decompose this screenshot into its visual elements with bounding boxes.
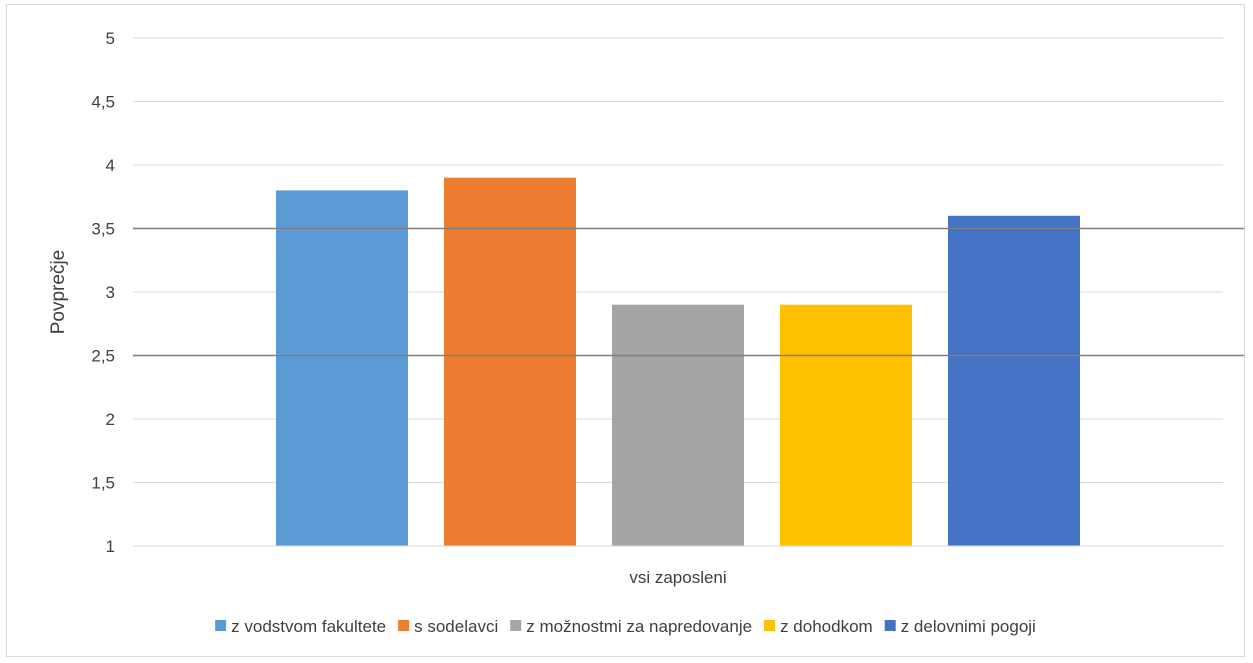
legend-label: z možnostmi za napredovanje: [526, 617, 752, 636]
x-category-label: vsi zaposleni: [629, 568, 726, 587]
y-axis-ticks: 1 1,5 2 2,5 3 3,5 4 4,5 5: [91, 29, 115, 556]
bar-5: [948, 215, 1080, 547]
legend-label: z dohodkom: [780, 617, 873, 636]
y-tick-label: 3: [106, 283, 115, 302]
y-tick-label: 1,5: [91, 474, 115, 493]
legend-swatch: [398, 620, 410, 631]
y-tick-label: 2: [106, 410, 115, 429]
y-tick-label: 4: [106, 156, 115, 175]
legend-item: s sodelavci: [398, 617, 498, 636]
bar-3: [612, 304, 744, 546]
bar-2: [444, 177, 576, 546]
legend-swatch: [764, 620, 776, 631]
y-tick-label: 1: [106, 537, 115, 556]
y-tick-label: 3,5: [91, 220, 115, 239]
y-tick-label: 2,5: [91, 347, 115, 366]
legend-label: z delovnimi pogoji: [901, 617, 1036, 636]
bar-1: [276, 190, 408, 546]
chart-area: 1 1,5 2 2,5 3 3,5 4 4,5 5 vsi zaposleni Povprečj…: [6, 4, 1245, 657]
legend-swatch: [510, 620, 522, 631]
legend-item: z delovnimi pogoji: [884, 617, 1036, 636]
reference-lines: [133, 227, 1244, 357]
legend-item: z možnostmi za napredovanje: [510, 617, 752, 636]
y-tick-label: 5: [106, 29, 115, 48]
bars: [276, 177, 1080, 547]
bar-4: [780, 304, 912, 546]
legend-label: z vodstvom fakultete: [231, 617, 386, 636]
legend-swatch: [884, 620, 896, 631]
legend-item: z vodstvom fakultete: [215, 617, 386, 636]
y-axis-title: Povprečje: [48, 250, 69, 335]
legend-item: z dohodkom: [764, 617, 873, 636]
y-tick-label: 4,5: [91, 93, 115, 112]
legend: z vodstvom fakultete s sodelavci z možnost…: [215, 617, 1036, 636]
bar-chart: 1 1,5 2 2,5 3 3,5 4 4,5 5 vsi zaposleni Povprečj…: [48, 29, 1244, 636]
legend-label: s sodelavci: [414, 617, 498, 636]
legend-swatch: [215, 620, 227, 631]
